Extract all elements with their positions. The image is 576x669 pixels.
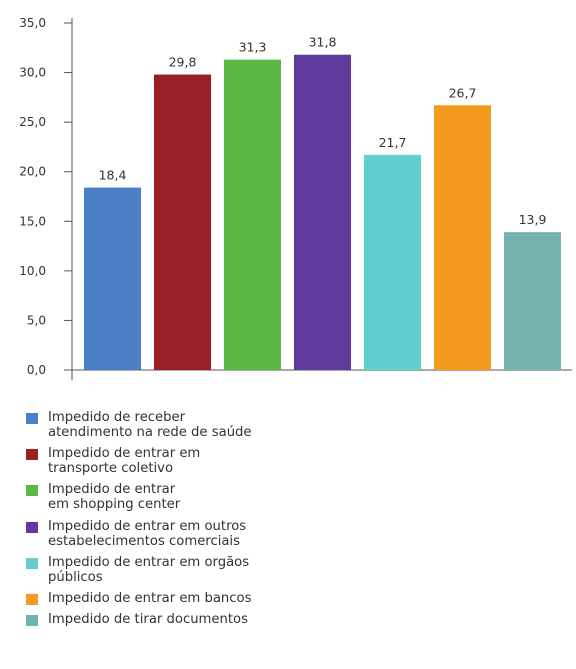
legend-swatch [26,449,38,461]
bar [364,154,421,370]
legend: Impedido de receber atendimento na rede … [26,410,566,633]
y-tick-label: 30,0 [19,66,46,80]
bar-value-label: 31,3 [239,40,267,55]
legend-swatch [26,413,38,424]
legend-item: Impedido de receber atendimento na rede … [26,410,566,440]
legend-label: Impedido de entrar em outros estabelecim… [48,518,247,549]
bar [504,232,561,370]
bar-value-label: 18,4 [99,168,127,183]
legend-label: Impedido de entrar em shopping center [48,482,181,513]
y-tick-label: 10,0 [19,264,46,278]
legend-label: Impedido de tirar documentos [48,611,248,627]
y-tick-label: 20,0 [19,165,46,179]
y-tick-label: 5,0 [27,313,46,327]
legend-item: Impedido de entrar em shopping center [26,482,566,512]
bar [294,54,351,371]
bar [434,105,491,370]
bar-value-label: 29,8 [169,55,197,70]
legend-swatch [26,614,38,626]
legend-item: Impedido de entrar em outros estabelecim… [26,519,566,549]
legend-swatch [26,593,38,605]
bar-value-label: 31,8 [309,35,337,50]
y-tick-label: 15,0 [19,214,46,228]
bar [224,59,281,370]
legend-label: Impedido de entrar em transporte coletiv… [48,446,201,477]
legend-swatch [26,557,38,569]
y-tick-label: 0,0 [27,363,46,377]
legend-item: Impedido de entrar em orgãos públicos [26,555,566,585]
legend-item: Impedido de entrar em transporte coletiv… [26,446,566,476]
bar [154,74,211,370]
legend-label: Impedido de receber atendimento na rede … [48,410,252,440]
bar-value-label: 21,7 [379,135,407,150]
legend-item: Impedido de tirar documentos [26,612,566,627]
y-tick-label: 35,0 [19,16,46,30]
legend-swatch [26,521,38,533]
bar [84,187,141,370]
legend-swatch [26,485,38,497]
y-tick-label: 25,0 [19,115,46,129]
legend-label: Impedido de entrar em bancos [48,590,252,606]
bar-value-label: 13,9 [519,212,547,227]
bar-value-label: 26,7 [449,85,477,100]
bar-chart: 0,0 5,0 10,0 15,0 20,0 25,0 30,0 35,0 18,4 29,8 31… [19,16,572,380]
legend-item: Impedido de entrar em bancos [26,591,566,606]
legend-label: Impedido de entrar em orgãos públicos [48,554,250,585]
